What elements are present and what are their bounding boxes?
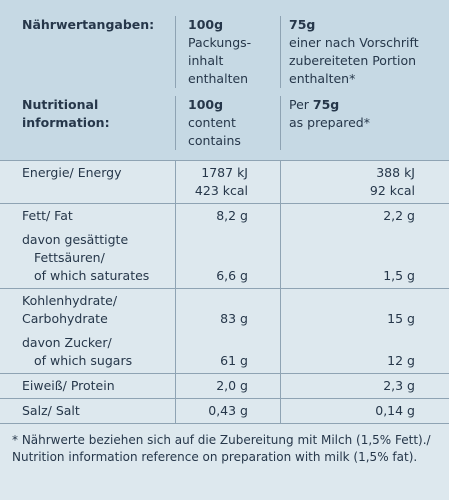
value-100g: 0,43 g [175, 399, 280, 423]
value: 1,5 g [383, 268, 415, 283]
value: 388 kJ [376, 165, 415, 180]
sub-row: Energie/ Energy 1787 kJ 423 kcal 388 kJ 92 k… [0, 161, 449, 203]
nutrient-name: Fettsäuren/ [34, 250, 105, 265]
value-100g: 2,0 g [175, 374, 280, 398]
header-column: 100g content contains [175, 96, 280, 150]
value: 423 kcal [194, 183, 248, 198]
header-line: enthalten* [289, 71, 356, 86]
nutrient-name: Fett/ Fat [22, 208, 73, 223]
nutrient-name: Eiweiß/ Protein [22, 378, 115, 393]
amount: 75g [289, 17, 316, 32]
amount-line: 75g [289, 16, 449, 34]
table-row: Fett/ Fat 8,2 g 2,2 g davon gesättigte Fetts… [0, 203, 449, 288]
value: 2,2 g [383, 208, 415, 223]
nutrient: Energie/ Energy [0, 161, 175, 203]
footnote: * Nährwerte beziehen sich auf die Zubere… [0, 423, 449, 466]
label-line: Nutritional [22, 97, 99, 112]
sub-row: Salz/ Salt 0,43 g 0,14 g [0, 399, 449, 423]
nutrient-name: of which sugars [34, 353, 133, 368]
header-line: contains [188, 133, 241, 148]
table-row: Salz/ Salt 0,43 g 0,14 g [0, 398, 449, 423]
value: 92 kcal [369, 183, 415, 198]
amount-line: Per 75g [289, 96, 449, 114]
nutrient: Fett/ Fat [0, 204, 175, 228]
value: 83 g [220, 311, 248, 326]
sub-row: Kohlenhydrate/Carbohydrate 83 g 15 g [0, 289, 449, 331]
value: 2,3 g [383, 378, 415, 393]
header-line: content [188, 115, 236, 130]
table-row: Kohlenhydrate/Carbohydrate 83 g 15 g davon … [0, 288, 449, 373]
header-label: Nutritional information: [0, 96, 175, 150]
sub-row: Eiweiß/ Protein 2,0 g 2,3 g [0, 374, 449, 398]
header: Nährwertangaben: 100g Packungs-inhalt entha… [0, 0, 449, 160]
nutrient-name: of which saturates [34, 268, 150, 283]
amount-line: 100g [188, 96, 280, 114]
header-line: einer nach Vorschrift [289, 35, 419, 50]
value-portion: 388 kJ 92 kcal [280, 161, 449, 203]
nutrient-name: Carbohydrate [22, 311, 108, 326]
amount: 100g [188, 97, 224, 112]
header-line: enthalten [188, 71, 249, 86]
nutrient: davon gesättigte Fettsäuren/of which satu… [0, 228, 175, 288]
header-row: Nutritional information: 100g content contai… [0, 92, 449, 154]
value-100g: 1787 kJ 423 kcal [175, 161, 280, 203]
nutrient-name: Energie/ Energy [22, 165, 122, 180]
value-100g: 8,2 g [175, 204, 280, 228]
value: 1787 kJ [201, 165, 248, 180]
nutrition-table: Energie/ Energy 1787 kJ 423 kcal 388 kJ 92 k… [0, 160, 449, 423]
header-line: Packungs- [188, 35, 252, 50]
header-line: zubereiteten Portion [289, 53, 417, 68]
header-column: 75g einer nach Vorschrift zubereiteten Por… [280, 16, 449, 88]
header-line: as prepared* [289, 115, 370, 130]
value-portion: 2,3 g [280, 374, 449, 398]
nutrient: Eiweiß/ Protein [0, 374, 175, 398]
header-line: inhalt [188, 53, 224, 68]
header-column: 100g Packungs-inhalt enthalten [175, 16, 280, 88]
header-label: Nährwertangaben: [0, 16, 175, 88]
value-portion: 1,5 g [280, 228, 449, 288]
nutrient-name: Kohlenhydrate/ [22, 293, 118, 308]
amount-line: 100g [188, 16, 280, 34]
value-100g: 83 g [175, 289, 280, 331]
label-line: information: [22, 115, 110, 130]
value: 8,2 g [216, 208, 248, 223]
nutrient-name: Salz/ Salt [22, 403, 80, 418]
value: 0,14 g [375, 403, 415, 418]
table-row: Energie/ Energy 1787 kJ 423 kcal 388 kJ 92 k… [0, 160, 449, 203]
value-portion: 2,2 g [280, 204, 449, 228]
nutrient-name: davon Zucker/ [22, 335, 112, 350]
sub-row: Fett/ Fat 8,2 g 2,2 g [0, 204, 449, 228]
value-portion: 12 g [280, 331, 449, 373]
value: 61 g [220, 353, 248, 368]
value: 6,6 g [216, 268, 248, 283]
sub-row: davon gesättigte Fettsäuren/of which satu… [0, 228, 449, 288]
amount: 100g [188, 17, 224, 32]
value-100g: 61 g [175, 331, 280, 373]
header-column: Per 75g as prepared* [280, 96, 449, 150]
nutrient: Salz/ Salt [0, 399, 175, 423]
sub-row: davon Zucker/of which sugars 61 g 12 g [0, 331, 449, 373]
nutrient: davon Zucker/of which sugars [0, 331, 175, 373]
value: 0,43 g [208, 403, 248, 418]
amount: 75g [312, 97, 340, 112]
value-portion: 0,14 g [280, 399, 449, 423]
value: 12 g [387, 353, 415, 368]
prefix: Per [289, 97, 309, 112]
value: 2,0 g [216, 378, 248, 393]
nutrient: Kohlenhydrate/Carbohydrate [0, 289, 175, 331]
table-row: Eiweiß/ Protein 2,0 g 2,3 g [0, 373, 449, 398]
value-portion: 15 g [280, 289, 449, 331]
header-row: Nährwertangaben: 100g Packungs-inhalt entha… [0, 12, 449, 92]
nutrient-name: davon gesättigte [22, 232, 129, 247]
value: 15 g [387, 311, 415, 326]
label-line: Nährwertangaben: [22, 17, 155, 32]
value-100g: 6,6 g [175, 228, 280, 288]
